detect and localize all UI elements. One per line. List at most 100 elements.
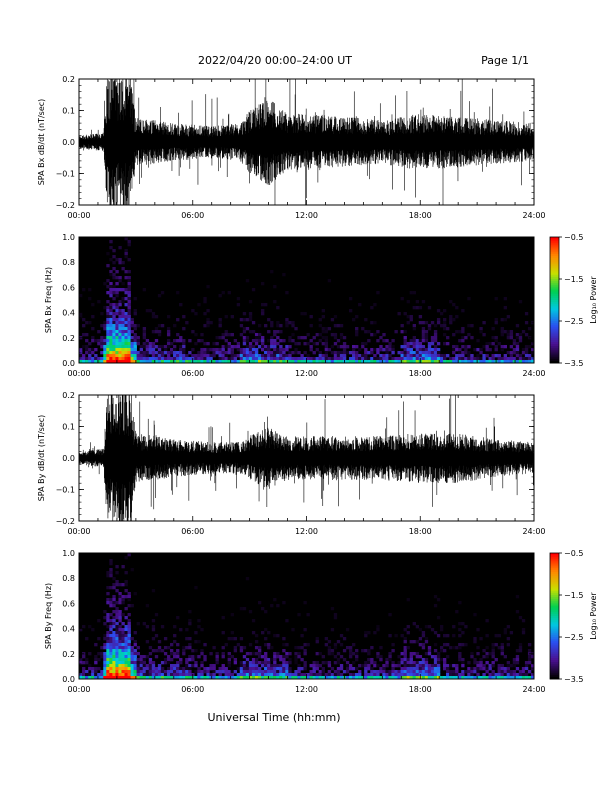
spectrogram-cell xyxy=(336,661,341,665)
spectrogram-cell xyxy=(391,667,395,671)
spectrogram-cell xyxy=(157,357,162,361)
spectrogram-cell xyxy=(345,661,350,665)
spectrogram-cell xyxy=(203,667,207,671)
spectrogram-cell xyxy=(109,658,113,662)
spectrogram-cell xyxy=(139,357,143,361)
spectrogram-cell xyxy=(521,628,526,632)
spectrogram-cell xyxy=(370,321,374,325)
spectrogram-cell xyxy=(370,676,374,680)
spectrogram-cell xyxy=(521,670,526,674)
spectrogram-cell xyxy=(382,664,386,668)
spectrogram-cell xyxy=(476,354,480,358)
spectrogram-cell xyxy=(251,667,256,671)
spectrogram-cell xyxy=(391,345,395,349)
spectrogram-cell xyxy=(518,333,523,337)
spectrogram-cell xyxy=(415,360,420,364)
spectrogram-cell xyxy=(157,664,162,668)
spectrogram-cell xyxy=(267,667,271,671)
spectrogram-cell xyxy=(500,646,504,650)
spectrogram-cell xyxy=(433,330,438,334)
spectrogram-cell xyxy=(452,676,456,680)
spectrogram-cell xyxy=(251,670,256,674)
spectrogram-cell xyxy=(443,664,447,668)
colorbar-segment xyxy=(550,603,559,606)
spectrogram-cell xyxy=(409,664,413,668)
spectrogram-cell xyxy=(106,348,110,352)
spectrogram-cell xyxy=(130,568,134,572)
spectrogram-cell xyxy=(157,649,162,653)
spectrogram-cell xyxy=(136,664,140,668)
spectrogram-cell xyxy=(288,676,292,680)
spectrogram-cell xyxy=(409,673,413,677)
spectrogram-cell xyxy=(170,670,174,674)
spectrogram-cell xyxy=(455,330,459,334)
spectrogram-cell xyxy=(409,339,413,343)
spectrogram-cell xyxy=(327,348,332,352)
spectrogram-cell xyxy=(106,354,110,358)
spectrogram-cell xyxy=(339,333,344,337)
spectrogram-cell xyxy=(109,321,113,325)
spectrogram-cell xyxy=(148,309,153,313)
spectrogram-cell xyxy=(345,664,350,668)
spectrogram-cell xyxy=(276,634,280,638)
spectrogram-cell xyxy=(245,577,250,581)
spectrogram-cell xyxy=(106,306,110,310)
spectrogram-cell xyxy=(461,643,465,647)
spectrogram-cell xyxy=(188,676,192,680)
spectrogram-cell xyxy=(154,345,159,349)
spectrogram-cell xyxy=(85,345,89,349)
spectrogram-cell xyxy=(170,658,174,662)
spectrogram-cell xyxy=(166,667,171,671)
spectrogram-cell xyxy=(194,342,198,346)
spectrogram-cell xyxy=(421,354,426,358)
spectrogram-cell xyxy=(127,342,131,346)
spectrogram-cell xyxy=(130,661,134,665)
spectrogram-cell xyxy=(142,360,147,364)
spectrogram-cell xyxy=(412,652,416,656)
spectrogram-cell xyxy=(412,324,416,328)
spectrogram-cell xyxy=(264,324,268,328)
spectrogram-cell xyxy=(500,357,504,361)
spectrogram-cell xyxy=(236,673,241,677)
spectrogram-cell xyxy=(276,324,280,328)
spectrogram-cell xyxy=(267,330,271,334)
spectrogram-cell xyxy=(100,357,104,361)
spectrogram-cell xyxy=(100,670,104,674)
colorbar-segment xyxy=(550,297,559,301)
spectrogram-cell xyxy=(409,661,413,665)
spectrogram-cell xyxy=(79,348,83,352)
spectrogram-cell xyxy=(218,354,222,358)
spectrogram-cell xyxy=(509,631,514,635)
spectrogram-cell xyxy=(512,348,517,352)
spectrogram-cell xyxy=(291,324,295,328)
spectrogram-cell xyxy=(106,264,110,268)
spectrogram-cell xyxy=(251,321,256,325)
spectrogram-cell xyxy=(294,658,298,662)
spectrogram-cell xyxy=(276,351,280,355)
spectrogram-cell xyxy=(94,676,98,680)
spectrogram-cell xyxy=(239,673,244,677)
spectrogram-cell xyxy=(452,351,456,355)
spectrogram-cell xyxy=(288,354,292,358)
spectrogram-cell xyxy=(112,306,116,310)
spectrogram-cell xyxy=(127,327,131,331)
spectrogram-cell xyxy=(291,357,295,361)
spectrogram-cell xyxy=(127,276,131,280)
spectrogram-cell xyxy=(245,279,250,283)
spectrogram-cell xyxy=(118,619,122,623)
spectrogram-cell xyxy=(176,673,180,677)
spectrogram-cell xyxy=(485,342,489,346)
spectrogram-cell xyxy=(409,652,413,656)
spectrogram-cell xyxy=(121,357,125,361)
y-tick-label: −0.2 xyxy=(56,517,75,526)
spectrogram-cell xyxy=(206,318,210,322)
spectrogram-cell xyxy=(412,327,416,331)
spectrogram-cell xyxy=(385,661,389,665)
spectrogram-cell xyxy=(115,333,119,337)
spectrogram-cell xyxy=(391,649,395,653)
spectrogram-cell xyxy=(273,354,277,358)
spectrogram-cell xyxy=(527,661,532,665)
spectrogram-cell xyxy=(382,333,386,337)
spectrogram-cell xyxy=(424,661,429,665)
spectrogram-cell xyxy=(142,288,147,292)
